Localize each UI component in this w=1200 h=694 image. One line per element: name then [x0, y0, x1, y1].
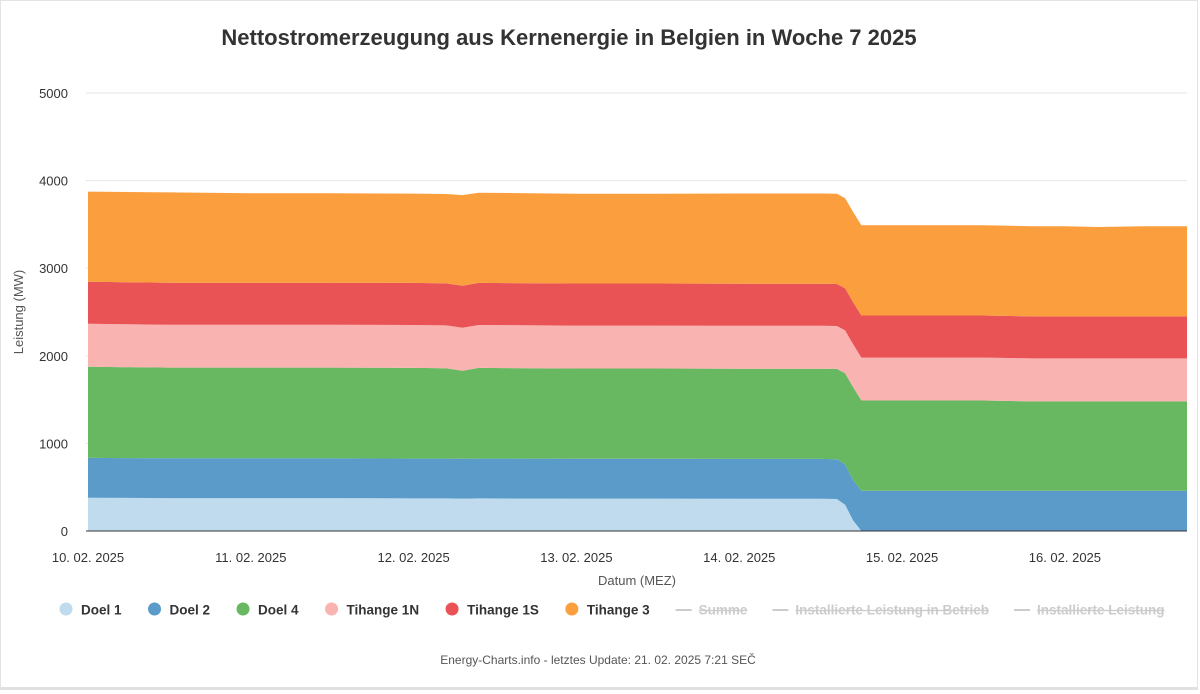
legend-label: Tihange 1N — [347, 603, 420, 618]
x-axis-label: Datum (MEZ) — [598, 573, 676, 588]
y-tick-label: 3000 — [39, 261, 68, 276]
legend-swatch — [445, 602, 459, 616]
chart-title: Nettostromerzeugung aus Kernenergie in B… — [221, 25, 916, 50]
legend-item-doel-2[interactable]: Doel 2 — [148, 602, 211, 618]
legend-item-doel-1[interactable]: Doel 1 — [59, 602, 123, 618]
legend-label: Tihange 1S — [467, 603, 539, 618]
x-tick-label: 15. 02. 2025 — [866, 550, 938, 565]
legend-label: Doel 4 — [258, 603, 299, 618]
legend-label: Doel 2 — [170, 603, 211, 618]
legend-label: Summe — [699, 603, 748, 618]
legend-swatch — [236, 602, 250, 616]
legend-item-doel-4[interactable]: Doel 4 — [236, 602, 300, 618]
x-tick-label: 12. 02. 2025 — [377, 550, 449, 565]
legend-swatch — [565, 602, 579, 616]
legend-label: Tihange 3 — [587, 603, 650, 618]
credit-text: Energy-Charts.info - letztes Update: 21.… — [440, 652, 756, 667]
legend-item-installierte-leistung-in-betrieb[interactable]: Installierte Leistung in Betrieb — [772, 603, 989, 618]
legend-label: Doel 1 — [81, 603, 122, 618]
area-tihange-1s — [88, 281, 1187, 359]
y-tick-label: 1000 — [39, 436, 68, 451]
y-tick-label: 2000 — [39, 349, 68, 364]
legend-label: Installierte Leistung in Betrieb — [795, 603, 989, 618]
legend-item-installierte-leistung[interactable]: Installierte Leistung — [1013, 603, 1165, 618]
area-doel-4 — [88, 366, 1187, 491]
y-tick-label: 0 — [61, 524, 68, 539]
x-tick-label: 14. 02. 2025 — [703, 550, 775, 565]
y-axis-label: Leistung (MW) — [11, 270, 26, 355]
legend-swatch — [325, 602, 339, 616]
y-tick-label: 4000 — [39, 174, 68, 189]
area-doel-1 — [88, 497, 1187, 531]
y-tick-labels: 0 1000 2000 3000 4000 5000 — [39, 86, 68, 539]
x-tick-labels: 10. 02. 2025 11. 02. 2025 12. 02. 2025 13. … — [52, 550, 1101, 565]
legend-item-summe[interactable]: Summe — [675, 603, 748, 618]
area-tihange-1n — [88, 323, 1187, 402]
x-tick-label: 16. 02. 2025 — [1029, 550, 1101, 565]
x-tick-label: 10. 02. 2025 — [52, 550, 124, 565]
legend-swatch — [59, 602, 73, 616]
legend-item-tihange-3[interactable]: Tihange 3 — [565, 602, 650, 618]
legend-label: Installierte Leistung — [1037, 603, 1165, 618]
legend-swatch — [148, 602, 162, 616]
area-doel-2 — [88, 457, 1187, 531]
stacked-areas — [88, 191, 1187, 531]
x-tick-label: 13. 02. 2025 — [540, 550, 612, 565]
y-tick-label: 5000 — [39, 86, 68, 101]
legend-item-tihange-1n[interactable]: Tihange 1N — [325, 602, 420, 618]
x-tick-label: 11. 02. 2025 — [215, 550, 286, 565]
legend-item-tihange-1s[interactable]: Tihange 1S — [445, 602, 539, 618]
area-tihange-3 — [88, 191, 1187, 317]
legend: Doel 1 Doel 2 Doel 4 Tihange 1N Tihange 1S Ti… — [59, 602, 1165, 618]
